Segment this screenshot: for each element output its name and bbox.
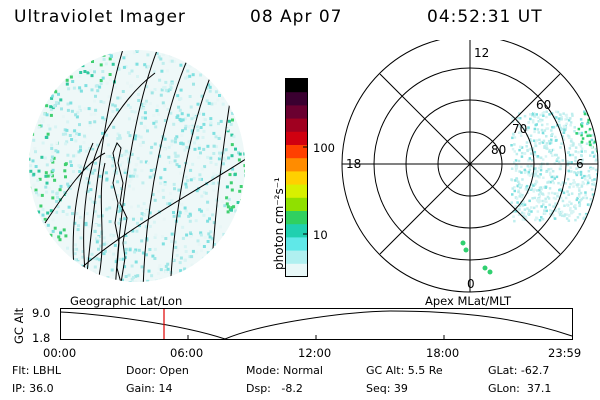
colorbar-swatch <box>286 211 307 225</box>
gain-info: Gain: 14 <box>126 382 173 395</box>
mode-info: Mode: Normal <box>246 364 323 377</box>
mlt-label-6: 6 <box>576 157 584 171</box>
colorbar-swatch <box>286 250 307 265</box>
colorbar-swatch <box>286 92 307 106</box>
colorbar-swatch <box>286 184 307 199</box>
mlt-label-18: 18 <box>346 157 361 171</box>
filter-info: Flt: LBHL <box>12 364 61 377</box>
orbit-plot-frame <box>60 308 573 340</box>
colorbar-swatch <box>286 145 307 159</box>
ip-info: IP: 36.0 <box>12 382 54 395</box>
meridian-diag-2 <box>379 73 561 255</box>
glon-info: GLon: 37.1 <box>488 382 552 395</box>
mlt-label-12: 12 <box>474 46 489 60</box>
colorbar-swatch <box>286 263 307 278</box>
polar-panel-label: Apex MLat/MLT <box>425 294 512 308</box>
colorbar-swatch <box>286 79 307 93</box>
dsp-info: Dsp: -8.2 <box>246 382 303 395</box>
colorbar-swatch <box>286 197 307 212</box>
door-info: Door: Open <box>126 364 189 377</box>
colorbar-tick-100: 100 <box>313 141 335 155</box>
color-scale-bar <box>285 78 308 278</box>
orbit-xtick-0600: 06:00 <box>170 346 204 360</box>
colorbar-swatch <box>286 224 307 238</box>
mlat-label-70: 70 <box>512 122 527 136</box>
date-label: 08 Apr 07 <box>250 7 343 27</box>
glat-info: GLat: -62.7 <box>488 364 550 377</box>
polar-apex-panel: 12 18 6 0 60 70 80 <box>341 40 599 293</box>
orbit-ytick-min: 1.8 <box>32 331 51 345</box>
colorbar-swatch <box>286 105 307 120</box>
coastline <box>112 142 128 282</box>
seq-info: Seq: 39 <box>366 382 408 395</box>
geo-panel-label: Geographic Lat/Lon <box>70 294 183 308</box>
orbit-ytick-max: 9.0 <box>32 306 51 320</box>
mlat-label-80: 80 <box>491 143 506 157</box>
orbit-xtick-0000: 00:00 <box>43 346 77 360</box>
orbit-altitude-plot <box>60 308 573 340</box>
orbit-xtick-1200: 12:00 <box>298 346 332 360</box>
aurora-oval-pixels <box>460 110 598 275</box>
colorbar-swatch <box>286 171 307 186</box>
time-label: 04:52:31 UT <box>427 7 543 27</box>
orbit-xtick-2359: 23:59 <box>548 346 582 360</box>
colorbar-swatch <box>286 158 307 172</box>
colorbar-swatch <box>286 118 307 133</box>
gc-alt-info: GC Alt: 5.5 Re <box>366 364 443 377</box>
colorbar-swatch <box>286 131 307 146</box>
mlat-label-60: 60 <box>536 98 551 112</box>
instrument-title: Ultraviolet Imager <box>14 7 186 27</box>
colorbar-tick-10: 10 <box>313 228 328 242</box>
geographic-image-panel <box>29 50 245 282</box>
colorbar-swatch <box>286 237 307 252</box>
orbit-axis-label: GC Alt <box>12 307 26 344</box>
orbit-altitude-curve <box>60 310 573 340</box>
mlt-label-0: 0 <box>467 277 475 291</box>
colorbar-unit-label: photon cm⁻²s⁻¹ <box>272 177 286 270</box>
orbit-xtick-1800: 18:00 <box>426 346 460 360</box>
